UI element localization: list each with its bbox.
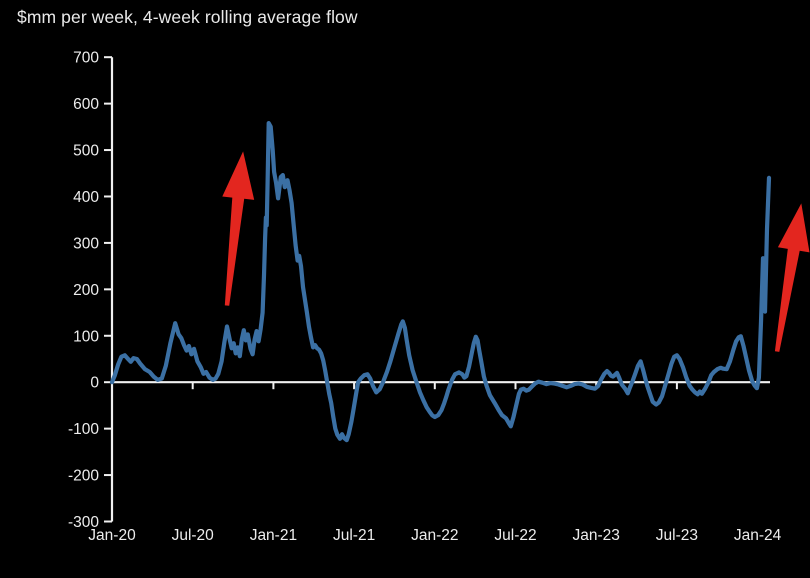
flow-series-line [109,120,772,443]
x-tick-label: Jan-23 [572,527,619,544]
y-tick-label: 400 [73,189,99,206]
y-tick-label: 300 [73,235,99,252]
y-tick-label: 100 [73,328,99,345]
y-tick-label: 600 [73,96,99,113]
y-tick-label: 0 [90,375,99,392]
y-tick-label: 200 [73,282,99,299]
y-tick-label: 700 [73,50,99,67]
y-tick-label: 500 [73,143,99,160]
y-tick-label: -200 [68,468,99,485]
x-tick-label: Jan-22 [411,527,458,544]
x-tick-label: Jan-21 [250,527,297,544]
y-tick-label: -100 [68,421,99,438]
surge-arrow-2024 [774,203,810,352]
surge-arrow-2020 [222,151,255,306]
x-tick-label: Jul-23 [656,527,698,544]
x-tick-label: Jan-20 [88,527,136,544]
x-tick-label: Jul-20 [172,527,215,544]
x-tick-label: Jul-22 [494,527,536,544]
chart-title: $mm per week, 4-week rolling average flo… [17,7,358,27]
x-tick-label: Jul-21 [333,527,375,544]
x-tick-label: Jan-24 [734,527,782,544]
y-tick-label: -300 [68,514,99,531]
